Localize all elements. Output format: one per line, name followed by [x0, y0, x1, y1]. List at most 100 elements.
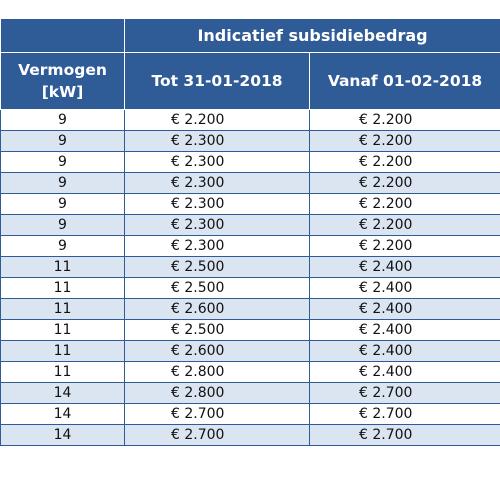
from-amount-cell: € 2.200	[308, 151, 500, 173]
until-amount-cell: € 2.700	[124, 424, 310, 446]
from-amount-value: € 2.400	[359, 280, 413, 296]
power-cell: 11	[0, 340, 125, 362]
from-amount-cell: € 2.200	[308, 235, 500, 257]
table-row: 9 € 2.300 € 2.200	[0, 235, 500, 257]
from-amount-value: € 2.400	[359, 343, 413, 359]
from-amount-cell: € 2.200	[308, 214, 500, 236]
power-cell: 11	[0, 319, 125, 341]
until-amount-cell: € 2.800	[124, 382, 310, 404]
until-amount-value: € 2.700	[171, 427, 225, 443]
power-cell: 14	[0, 424, 125, 446]
power-cell: 14	[0, 382, 125, 404]
table-header: Indicatief subsidiebedrag Vermogen [kW] …	[0, 18, 500, 110]
from-amount-value: € 2.200	[359, 175, 413, 191]
from-amount-value: € 2.200	[359, 154, 413, 170]
power-cell: 11	[0, 277, 125, 299]
from-amount-cell: € 2.200	[308, 193, 500, 215]
header-column-row: Vermogen [kW] Tot 31-01-2018 Vanaf 01-02…	[0, 52, 500, 110]
until-amount-cell: € 2.500	[124, 319, 310, 341]
from-amount-cell: € 2.700	[308, 382, 500, 404]
header-group-row: Indicatief subsidiebedrag	[0, 18, 500, 53]
power-cell: 11	[0, 361, 125, 383]
from-amount-cell: € 2.700	[308, 403, 500, 425]
until-amount-value: € 2.600	[171, 343, 225, 359]
until-amount-cell: € 2.800	[124, 361, 310, 383]
header-power-unit: [kW]	[41, 83, 84, 101]
from-amount-value: € 2.200	[359, 133, 413, 149]
until-amount-value: € 2.300	[171, 196, 225, 212]
from-amount-value: € 2.400	[359, 364, 413, 380]
header-power: Vermogen [kW]	[0, 52, 125, 110]
until-amount-value: € 2.800	[171, 385, 225, 401]
header-from: Vanaf 01-02-2018	[308, 52, 500, 110]
power-cell: 9	[0, 235, 125, 257]
from-amount-value: € 2.700	[359, 406, 413, 422]
table-row: 14 € 2.800 € 2.700	[0, 382, 500, 404]
table-row: 11 € 2.500 € 2.400	[0, 256, 500, 278]
table-row: 9 € 2.300 € 2.200	[0, 130, 500, 152]
until-amount-value: € 2.500	[171, 259, 225, 275]
power-cell: 9	[0, 151, 125, 173]
until-amount-cell: € 2.300	[124, 172, 310, 194]
until-amount-cell: € 2.300	[124, 193, 310, 215]
power-cell: 9	[0, 109, 125, 131]
until-amount-value: € 2.300	[171, 217, 225, 233]
header-blank-cell	[0, 18, 125, 53]
table-row: 9 € 2.300 € 2.200	[0, 151, 500, 173]
table-row: 14 € 2.700 € 2.700	[0, 424, 500, 446]
header-until: Tot 31-01-2018	[124, 52, 310, 110]
from-amount-value: € 2.400	[359, 322, 413, 338]
until-amount-value: € 2.300	[171, 133, 225, 149]
until-amount-cell: € 2.600	[124, 298, 310, 320]
until-amount-value: € 2.500	[171, 322, 225, 338]
until-amount-cell: € 2.500	[124, 256, 310, 278]
from-amount-value: € 2.700	[359, 427, 413, 443]
power-cell: 9	[0, 193, 125, 215]
from-amount-cell: € 2.400	[308, 361, 500, 383]
until-amount-cell: € 2.500	[124, 277, 310, 299]
from-amount-cell: € 2.400	[308, 256, 500, 278]
until-amount-cell: € 2.700	[124, 403, 310, 425]
until-amount-cell: € 2.300	[124, 151, 310, 173]
until-amount-value: € 2.600	[171, 301, 225, 317]
table-row: 11 € 2.500 € 2.400	[0, 319, 500, 341]
from-amount-cell: € 2.400	[308, 277, 500, 299]
power-cell: 9	[0, 172, 125, 194]
from-amount-value: € 2.400	[359, 301, 413, 317]
header-group-title: Indicatief subsidiebedrag	[123, 18, 500, 53]
table-row: 14 € 2.700 € 2.700	[0, 403, 500, 425]
power-cell: 9	[0, 130, 125, 152]
until-amount-cell: € 2.600	[124, 340, 310, 362]
from-amount-value: € 2.200	[359, 217, 413, 233]
power-cell: 14	[0, 403, 125, 425]
until-amount-value: € 2.300	[171, 175, 225, 191]
from-amount-value: € 2.200	[359, 238, 413, 254]
from-amount-cell: € 2.400	[308, 298, 500, 320]
subsidy-table: Indicatief subsidiebedrag Vermogen [kW] …	[0, 18, 500, 446]
from-amount-cell: € 2.700	[308, 424, 500, 446]
from-amount-value: € 2.200	[359, 196, 413, 212]
table-row: 9 € 2.300 € 2.200	[0, 193, 500, 215]
until-amount-cell: € 2.300	[124, 214, 310, 236]
until-amount-cell: € 2.300	[124, 130, 310, 152]
table-row: 9 € 2.200 € 2.200	[0, 109, 500, 131]
table-body: 9 € 2.200 € 2.200 9 € 2.300 € 2.200 9 € 2.300 € …	[0, 109, 500, 446]
until-amount-cell: € 2.200	[124, 109, 310, 131]
table-row: 9 € 2.300 € 2.200	[0, 214, 500, 236]
table-row: 11 € 2.600 € 2.400	[0, 298, 500, 320]
from-amount-value: € 2.200	[359, 112, 413, 128]
power-cell: 9	[0, 214, 125, 236]
from-amount-value: € 2.400	[359, 259, 413, 275]
until-amount-value: € 2.500	[171, 280, 225, 296]
table-row: 11 € 2.800 € 2.400	[0, 361, 500, 383]
from-amount-cell: € 2.400	[308, 340, 500, 362]
until-amount-value: € 2.700	[171, 406, 225, 422]
from-amount-value: € 2.700	[359, 385, 413, 401]
table-row: 11 € 2.600 € 2.400	[0, 340, 500, 362]
from-amount-cell: € 2.400	[308, 319, 500, 341]
until-amount-cell: € 2.300	[124, 235, 310, 257]
table-row: 9 € 2.300 € 2.200	[0, 172, 500, 194]
until-amount-value: € 2.300	[171, 238, 225, 254]
until-amount-value: € 2.300	[171, 154, 225, 170]
